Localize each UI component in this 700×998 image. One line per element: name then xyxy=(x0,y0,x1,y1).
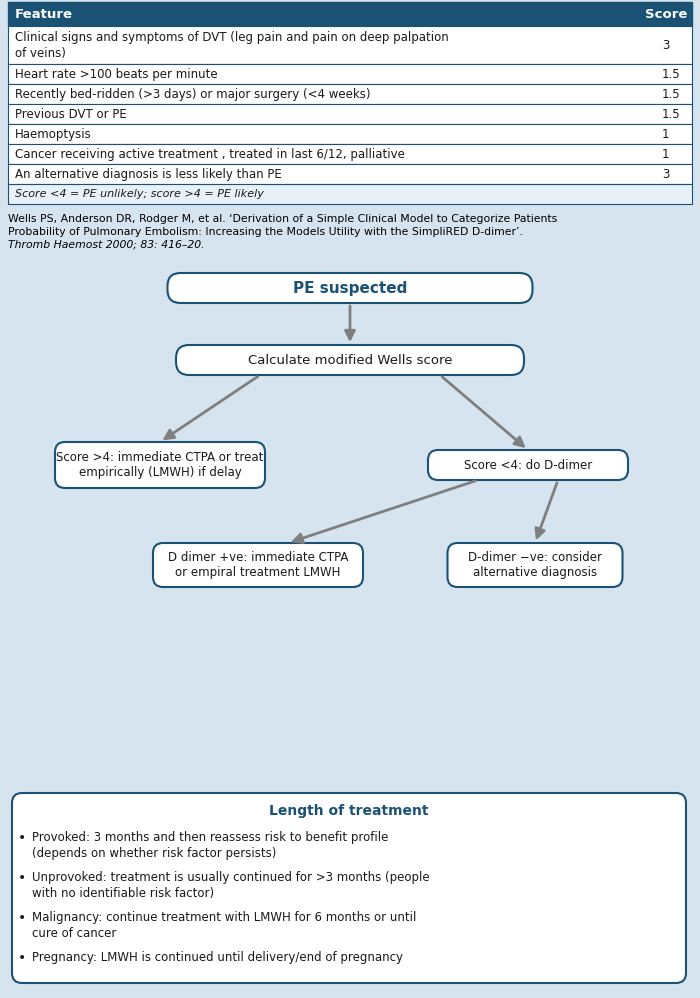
FancyBboxPatch shape xyxy=(167,273,533,303)
Text: Feature: Feature xyxy=(15,8,73,21)
Text: Malignancy: continue treatment with LMWH for 6 months or until
cure of cancer: Malignancy: continue treatment with LMWH… xyxy=(32,911,416,940)
Text: Provoked: 3 months and then reassess risk to benefit profile
(depends on whether: Provoked: 3 months and then reassess ris… xyxy=(32,831,388,860)
FancyBboxPatch shape xyxy=(153,543,363,587)
FancyBboxPatch shape xyxy=(176,345,524,375)
Text: 1.5: 1.5 xyxy=(662,68,680,81)
Text: Score <4 = PE unlikely; score >4 = PE likely: Score <4 = PE unlikely; score >4 = PE li… xyxy=(15,189,264,199)
Text: •: • xyxy=(18,951,26,965)
Text: Unprovoked: treatment is usually continued for >3 months (people
with no identif: Unprovoked: treatment is usually continu… xyxy=(32,871,430,900)
Text: Thromb Haemost 2000; 83: 416–20.: Thromb Haemost 2000; 83: 416–20. xyxy=(8,240,204,250)
Text: D dimer +ve: immediate CTPA
or empiral treatment LMWH: D dimer +ve: immediate CTPA or empiral t… xyxy=(168,551,348,579)
Text: Previous DVT or PE: Previous DVT or PE xyxy=(15,108,127,121)
Bar xyxy=(8,84,692,104)
Bar xyxy=(8,2,692,26)
Bar xyxy=(8,64,692,84)
Text: Cancer receiving active treatment , treated in last 6/12, palliative: Cancer receiving active treatment , trea… xyxy=(15,148,405,161)
Text: 1.5: 1.5 xyxy=(662,108,680,121)
Bar xyxy=(8,164,692,184)
Text: 1: 1 xyxy=(662,128,669,141)
Text: Score <4: do D-dimer: Score <4: do D-dimer xyxy=(464,458,592,471)
FancyBboxPatch shape xyxy=(55,442,265,488)
Text: •: • xyxy=(18,831,26,845)
Bar xyxy=(8,184,692,204)
Text: Clinical signs and symptoms of DVT (leg pain and pain on deep palpation
of veins: Clinical signs and symptoms of DVT (leg … xyxy=(15,31,449,60)
FancyBboxPatch shape xyxy=(428,450,628,480)
Text: Haemoptysis: Haemoptysis xyxy=(15,128,92,141)
Text: Pregnancy: LMWH is continued until delivery/end of pregnancy: Pregnancy: LMWH is continued until deliv… xyxy=(32,951,403,964)
Text: PE suspected: PE suspected xyxy=(293,280,407,295)
FancyBboxPatch shape xyxy=(12,793,686,983)
Text: Heart rate >100 beats per minute: Heart rate >100 beats per minute xyxy=(15,68,218,81)
Text: Length of treatment: Length of treatment xyxy=(270,804,428,818)
Text: D-dimer −ve: consider
alternative diagnosis: D-dimer −ve: consider alternative diagno… xyxy=(468,551,602,579)
Text: Probability of Pulmonary Embolism: Increasing the Models Utility with the Simpli: Probability of Pulmonary Embolism: Incre… xyxy=(8,227,523,237)
Text: Score: Score xyxy=(645,8,687,21)
Text: Wells PS, Anderson DR, Rodger M, et al. ‘Derivation of a Simple Clinical Model t: Wells PS, Anderson DR, Rodger M, et al. … xyxy=(8,214,557,224)
Text: 3: 3 xyxy=(662,39,669,52)
Bar xyxy=(8,104,692,124)
Text: An alternative diagnosis is less likely than PE: An alternative diagnosis is less likely … xyxy=(15,168,281,181)
Text: 1.5: 1.5 xyxy=(662,88,680,101)
Bar xyxy=(8,124,692,144)
Text: Calculate modified Wells score: Calculate modified Wells score xyxy=(248,353,452,366)
Text: Score >4: immediate CTPA or treat
empirically (LMWH) if delay: Score >4: immediate CTPA or treat empiri… xyxy=(56,451,264,479)
FancyBboxPatch shape xyxy=(447,543,622,587)
Text: •: • xyxy=(18,871,26,885)
Text: 3: 3 xyxy=(662,168,669,181)
Bar xyxy=(8,26,692,64)
Text: •: • xyxy=(18,911,26,925)
Bar xyxy=(8,144,692,164)
Text: Recently bed-ridden (>3 days) or major surgery (<4 weeks): Recently bed-ridden (>3 days) or major s… xyxy=(15,88,370,101)
Text: 1: 1 xyxy=(662,148,669,161)
